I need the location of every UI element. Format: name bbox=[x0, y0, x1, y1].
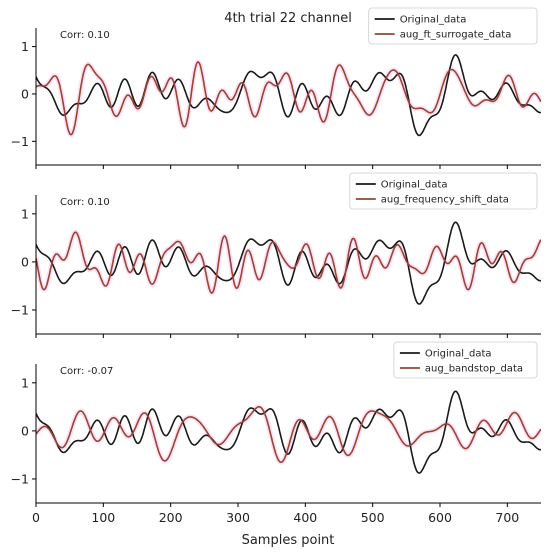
legend-entry: aug_bandstop_data bbox=[425, 364, 523, 375]
x-tick-label: 0 bbox=[32, 510, 40, 525]
y-tick-label: −1 bbox=[11, 471, 29, 486]
y-tick-label: 0 bbox=[21, 86, 29, 101]
plot-area bbox=[36, 390, 541, 474]
legend-box bbox=[349, 172, 538, 210]
legend-box bbox=[393, 341, 538, 379]
legend: Original_data aug_bandstop_data bbox=[393, 341, 538, 379]
x-tick-label: 500 bbox=[361, 510, 385, 525]
legend-entry: aug_frequency_shift_data bbox=[381, 195, 509, 206]
series-line-1 bbox=[36, 221, 541, 305]
legend: Original_data aug_ft_surrogate_data bbox=[368, 7, 538, 45]
y-tick-label: 1 bbox=[21, 39, 29, 54]
y-tick-label: 1 bbox=[21, 375, 29, 390]
x-tick-label: 600 bbox=[428, 510, 452, 525]
series-line-1 bbox=[36, 54, 541, 137]
x-tick-label: 700 bbox=[495, 510, 519, 525]
panel-3: −1 0 1 0 100 200 300 400 500 600 700 Corr: -0.07 Ori… bbox=[11, 341, 541, 525]
correlation-label: Corr: -0.07 bbox=[60, 366, 113, 377]
legend-entry: Original_data bbox=[400, 15, 467, 26]
correlation-label: Corr: 0.10 bbox=[60, 30, 110, 41]
correlation-label: Corr: 0.10 bbox=[60, 197, 110, 208]
panels: −1 0 1 Corr: 0.10 Original_data aug_ft_surrog… bbox=[11, 7, 541, 525]
plot-area bbox=[36, 221, 541, 305]
augmented-accent bbox=[36, 406, 541, 463]
x-tick-label: 300 bbox=[226, 510, 250, 525]
panel-2: −1 0 1 Corr: 0.10 Original_data aug_frequency… bbox=[11, 172, 541, 338]
legend: Original_data aug_frequency_shift_data bbox=[349, 172, 538, 210]
legend-entry: Original_data bbox=[381, 180, 448, 191]
plot-area bbox=[36, 54, 541, 138]
y-tick-label: 1 bbox=[21, 206, 29, 221]
legend-entry: Original_data bbox=[425, 349, 492, 360]
legend-entry: aug_ft_surrogate_data bbox=[400, 30, 512, 41]
augmented-accent bbox=[36, 61, 541, 136]
x-axis-label: Samples point bbox=[242, 533, 335, 548]
legend-box bbox=[368, 7, 538, 45]
y-tick-label: −1 bbox=[11, 302, 29, 317]
x-tick-label: 200 bbox=[159, 510, 183, 525]
series-line-1 bbox=[36, 390, 541, 474]
augmented-accent bbox=[36, 231, 541, 294]
y-tick-label: 0 bbox=[21, 423, 29, 438]
x-tick-label: 400 bbox=[293, 510, 317, 525]
panel-1: −1 0 1 Corr: 0.10 Original_data aug_ft_surrog… bbox=[11, 7, 541, 169]
y-tick-label: −1 bbox=[11, 134, 29, 149]
augmented-highlight bbox=[36, 59, 541, 138]
figure-title: 4th trial 22 channel bbox=[224, 11, 352, 26]
y-tick-label: 0 bbox=[21, 254, 29, 269]
x-tick-label: 100 bbox=[91, 510, 115, 525]
